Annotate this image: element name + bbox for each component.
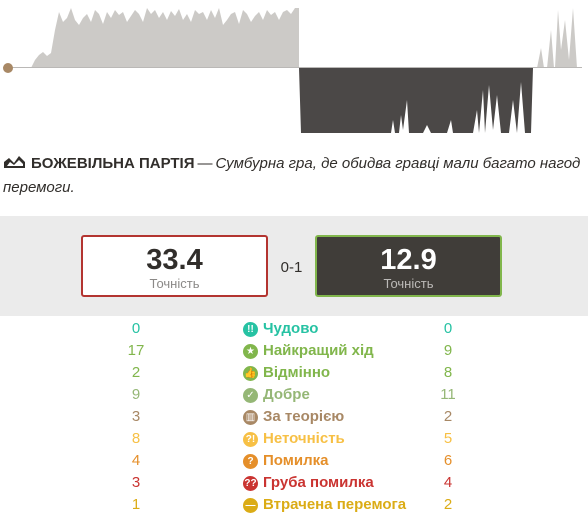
icon-glyph: ✓ (246, 389, 255, 401)
classification-row-book[interactable]: 3 ▥ За теорією 2 (0, 406, 588, 428)
classification-row-brilliant[interactable]: 0!! Чудово 0 (0, 318, 588, 340)
black-count: 2 (443, 408, 453, 425)
classification-name: Помилка (263, 452, 329, 469)
classification-label: ▥ За теорією (243, 406, 344, 428)
black-count: 6 (443, 452, 453, 469)
game-summary-separator: — (197, 155, 213, 172)
game-result: 0-1 (280, 259, 303, 276)
classification-label: ?? Груба помилка (243, 472, 374, 494)
white-accuracy-box: 33.4 Точність (81, 235, 268, 297)
classification-name: Неточність (263, 430, 345, 447)
white-count: 3 (131, 474, 141, 491)
black-accuracy-box: 12.9 Точність (315, 235, 502, 297)
classification-name: Найкращий хід (263, 342, 374, 359)
black-count: 0 (443, 320, 453, 337)
classification-row-good[interactable]: 9 ✓ Добре 11 (0, 384, 588, 406)
black-count: 8 (443, 364, 453, 381)
check-icon: ✓ (243, 387, 258, 403)
icon-glyph: !! (247, 323, 254, 335)
icon-glyph: ?? (244, 477, 257, 489)
game-summary-description: Сумбурна гра, де обидва гравці мали бага… (3, 155, 581, 196)
game-summary: БОЖЕВІЛЬНА ПАРТІЯ — Сумбурна гра, де обидв… (3, 152, 583, 200)
question-icon: ? (243, 453, 258, 469)
white-count: 1 (131, 496, 141, 513)
graph-white-spike (537, 8, 577, 68)
black-accuracy-value: 12.9 (380, 244, 437, 276)
classification-name: Груба помилка (263, 474, 374, 491)
white-count: 4 (131, 452, 141, 469)
classification-row-blunder[interactable]: 3?? Груба помилка 4 (0, 472, 588, 494)
white-accuracy-value: 33.4 (146, 244, 203, 276)
graph-black-area (299, 68, 533, 133)
classification-label: — Втрачена перемога (243, 494, 406, 516)
black-count: 11 (440, 386, 456, 403)
classification-label: ?! Неточність (243, 428, 345, 450)
white-count: 8 (131, 430, 141, 447)
white-count: 17 (127, 342, 145, 359)
icon-glyph: 👍 (244, 367, 257, 379)
double-exclamation-icon: !! (243, 321, 258, 337)
white-count: 0 (131, 320, 141, 337)
white-count: 9 (131, 386, 141, 403)
black-count: 5 (443, 430, 453, 447)
move-classification-table: 0!! Чудово 0 17 ★ Найкращий хід 9 2 👍 Відмінно 8 9 ✓… (0, 318, 588, 516)
white-accuracy-label: Точність (149, 276, 200, 291)
classification-row-inaccuracy[interactable]: 8?! Неточність 5 (0, 428, 588, 450)
graph-start-marker[interactable] (3, 63, 13, 73)
icon-glyph: ★ (246, 345, 255, 357)
classification-row-best[interactable]: 17 ★ Найкращий хід 9 (0, 340, 588, 362)
graph-zero-line (3, 67, 582, 68)
question-exclamation-icon: ?! (243, 431, 258, 447)
white-count: 2 (131, 364, 141, 381)
black-accuracy-label: Точність (383, 276, 434, 291)
classification-name: Відмінно (263, 364, 331, 381)
minus-circle-icon: — (243, 497, 258, 513)
graph-up-icon (4, 156, 25, 168)
classification-label: ★ Найкращий хід (243, 340, 374, 362)
graph-white-area (3, 8, 299, 68)
game-summary-title: БОЖЕВІЛЬНА ПАРТІЯ (31, 155, 195, 172)
icon-glyph: ?! (245, 433, 256, 445)
classification-name: Втрачена перемога (263, 496, 407, 513)
black-count: 4 (443, 474, 453, 491)
icon-glyph: — (245, 499, 256, 511)
classification-label: !! Чудово (243, 318, 318, 340)
classification-name: Чудово (263, 320, 319, 337)
evaluation-graph[interactable] (3, 0, 582, 135)
evaluation-graph-svg (3, 8, 582, 133)
classification-row-missed-win[interactable]: 1 — Втрачена перемога 2 (0, 494, 588, 516)
classification-row-excellent[interactable]: 2 👍 Відмінно 8 (0, 362, 588, 384)
classification-name: За теорією (263, 408, 345, 425)
accuracy-panel: 33.4 Точність 0-1 12.9 Точність (0, 216, 588, 316)
classification-name: Добре (263, 386, 310, 403)
black-count: 9 (443, 342, 453, 359)
classification-label: ? Помилка (243, 450, 328, 472)
classification-row-mistake[interactable]: 4? Помилка 6 (0, 450, 588, 472)
double-question-icon: ?? (243, 475, 258, 491)
book-icon: ▥ (243, 409, 258, 425)
icon-glyph: ▥ (245, 411, 256, 423)
classification-label: ✓ Добре (243, 384, 310, 406)
classification-label: 👍 Відмінно (243, 362, 330, 384)
thumbs-up-icon: 👍 (243, 365, 258, 381)
icon-glyph: ? (247, 455, 254, 467)
white-count: 3 (131, 408, 141, 425)
star-icon: ★ (243, 343, 258, 359)
black-count: 2 (443, 496, 453, 513)
